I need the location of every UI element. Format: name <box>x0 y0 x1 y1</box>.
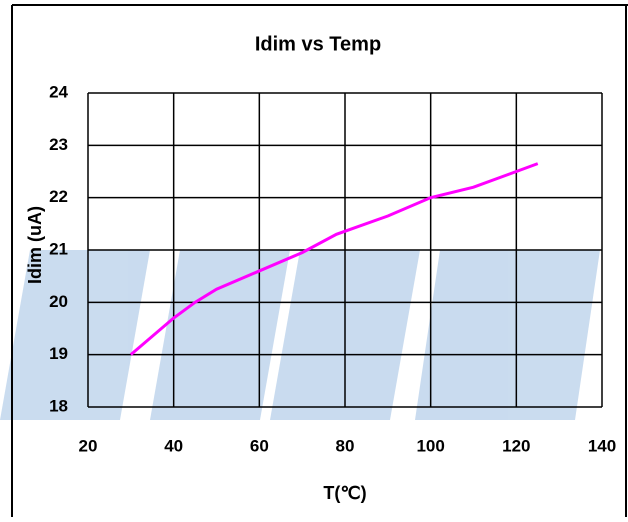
y-tick-label: 22 <box>49 187 68 206</box>
y-tick-label: 19 <box>49 344 68 363</box>
x-axis-label: T(℃) <box>323 483 366 503</box>
x-tick-label: 60 <box>250 436 269 455</box>
x-tick-label: 120 <box>502 436 530 455</box>
x-tick-label: 20 <box>79 436 98 455</box>
y-axis-label: Idim (uA) <box>25 206 45 284</box>
x-tick-label: 40 <box>164 436 183 455</box>
y-tick-label: 18 <box>49 396 68 415</box>
y-tick-label: 24 <box>49 82 68 101</box>
chart-title: Idim vs Temp <box>255 33 381 55</box>
x-tick-label: 140 <box>588 436 616 455</box>
data-line <box>129 162 539 356</box>
x-tick-label: 80 <box>336 436 355 455</box>
y-tick-label: 20 <box>49 292 68 311</box>
x-tick-label: 100 <box>416 436 444 455</box>
y-tick-label: 21 <box>49 239 68 258</box>
watermark <box>0 250 600 420</box>
y-tick-label: 23 <box>49 135 68 154</box>
